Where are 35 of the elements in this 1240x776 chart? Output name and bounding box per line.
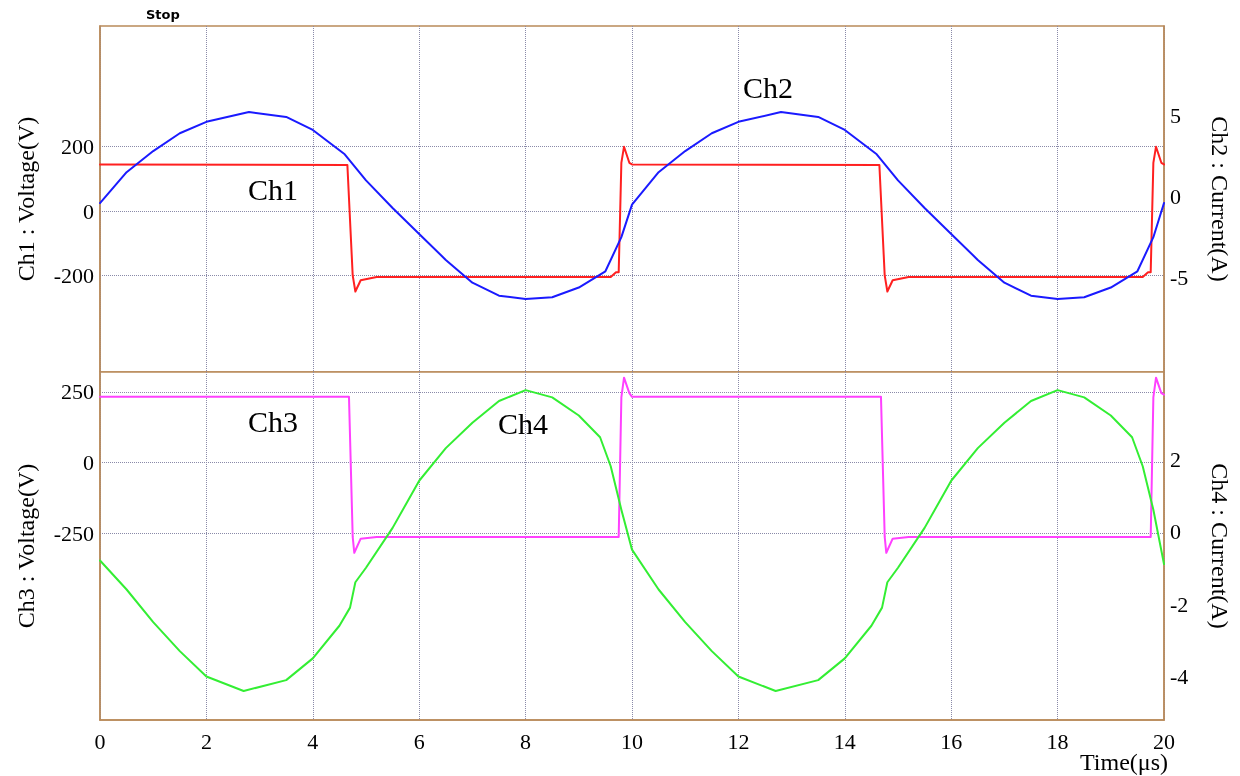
y-tick-label: 0 [83, 198, 94, 224]
x-tick-label: 2 [200, 728, 212, 754]
y2-axis-title: Ch4 : Current(A) [1207, 463, 1233, 629]
series-label: Ch2 [743, 70, 794, 104]
x-tick-label: 8 [520, 728, 532, 754]
y2-tick-label: -4 [1170, 664, 1189, 689]
line-series [99, 376, 1165, 554]
x-tick-label: 16 [940, 728, 963, 754]
x-tick-label: 6 [413, 728, 425, 754]
line-series [99, 389, 1165, 692]
y2-tick-label: 0 [1170, 184, 1181, 210]
y2-axis-title: Ch2 : Current(A) [1207, 116, 1233, 282]
line-series [99, 145, 1165, 293]
y2-tick-label: 2 [1170, 446, 1181, 472]
y2-tick-label: -5 [1170, 265, 1189, 291]
y-tick-label: 0 [83, 449, 94, 475]
line-series [99, 111, 1165, 300]
y-tick-label: -200 [53, 262, 94, 288]
x-tick-label: 18 [1046, 728, 1069, 754]
text: Stop [146, 7, 180, 22]
x-tick-label: 12 [727, 728, 750, 754]
y2-tick-label: -2 [1170, 591, 1189, 617]
x-tick-label: 10 [621, 728, 643, 754]
y-axis-title: Ch1 : Voltage(V) [13, 116, 39, 282]
y-axis-title: Ch3 : Voltage(V) [13, 463, 39, 629]
series-label: Ch1 [248, 172, 299, 206]
x-tick-label: 4 [307, 728, 319, 754]
series-label: Ch3 [248, 404, 299, 438]
series-label: Ch4 [498, 406, 549, 440]
y-tick-label: -250 [53, 520, 94, 546]
y-tick-label: 200 [61, 134, 94, 160]
y2-tick-label: 0 [1170, 519, 1181, 544]
x-tick-label: 14 [833, 728, 856, 754]
y2-tick-label: 5 [1170, 102, 1181, 128]
y-tick-label: 250 [61, 379, 94, 405]
